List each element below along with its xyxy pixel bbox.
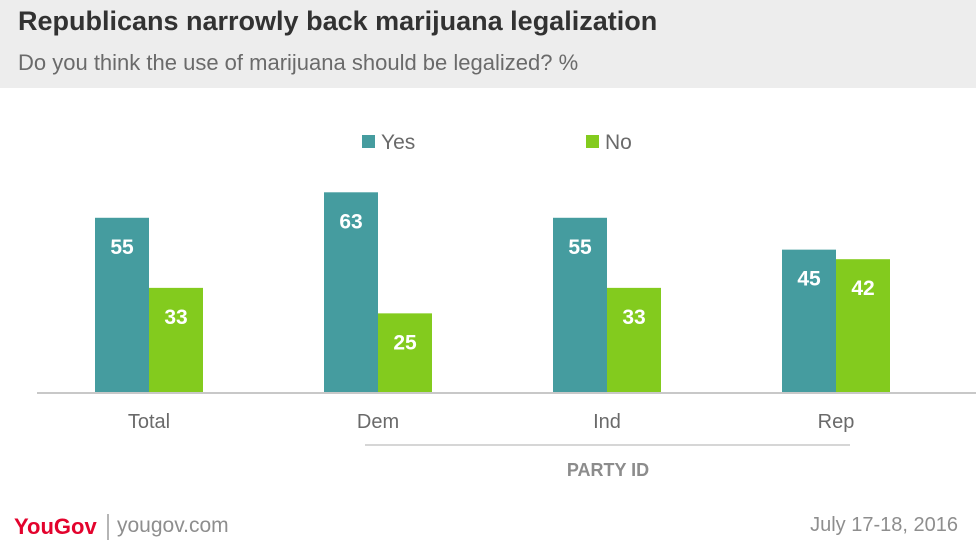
value-label-total-yes: 55 [110,236,134,259]
value-label-ind-no: 33 [622,306,645,329]
footer-site-link[interactable]: yougov.com [117,514,229,537]
bar-ind-no [607,287,661,393]
bar-dem-yes [324,192,378,393]
bar-total-no [149,287,203,393]
value-label-rep-yes: 45 [797,268,821,291]
x-tick-label-dem: Dem [357,411,399,433]
bar-dem-no [378,313,432,393]
x-tick-label-ind: Ind [593,411,621,433]
x-tick-label-rep: Rep [818,411,855,433]
yougov-logo: YouGov [14,514,97,539]
footer-divider [107,514,109,540]
value-label-dem-no: 25 [393,331,417,354]
legend-swatch-yes [362,135,375,148]
legend-swatch-no [586,135,599,148]
bar-rep-yes [782,249,836,393]
header-band [0,0,976,88]
legend-label-yes: Yes [381,131,415,154]
value-label-rep-no: 42 [851,277,874,300]
chart-title: Republicans narrowly back marijuana lega… [18,6,658,36]
legend-label-no: No [605,131,632,154]
x-tick-label-total: Total [128,411,170,433]
bar-total-yes [95,217,149,393]
bar-rep-no [836,259,890,393]
value-label-dem-yes: 63 [339,210,362,233]
bar-ind-yes [553,217,607,393]
value-label-ind-yes: 55 [568,236,592,259]
footer-date: July 17-18, 2016 [810,514,958,536]
value-label-total-no: 33 [164,306,187,329]
party-id-label: PARTY ID [567,460,649,480]
chart-subtitle: Do you think the use of marijuana should… [18,50,579,75]
